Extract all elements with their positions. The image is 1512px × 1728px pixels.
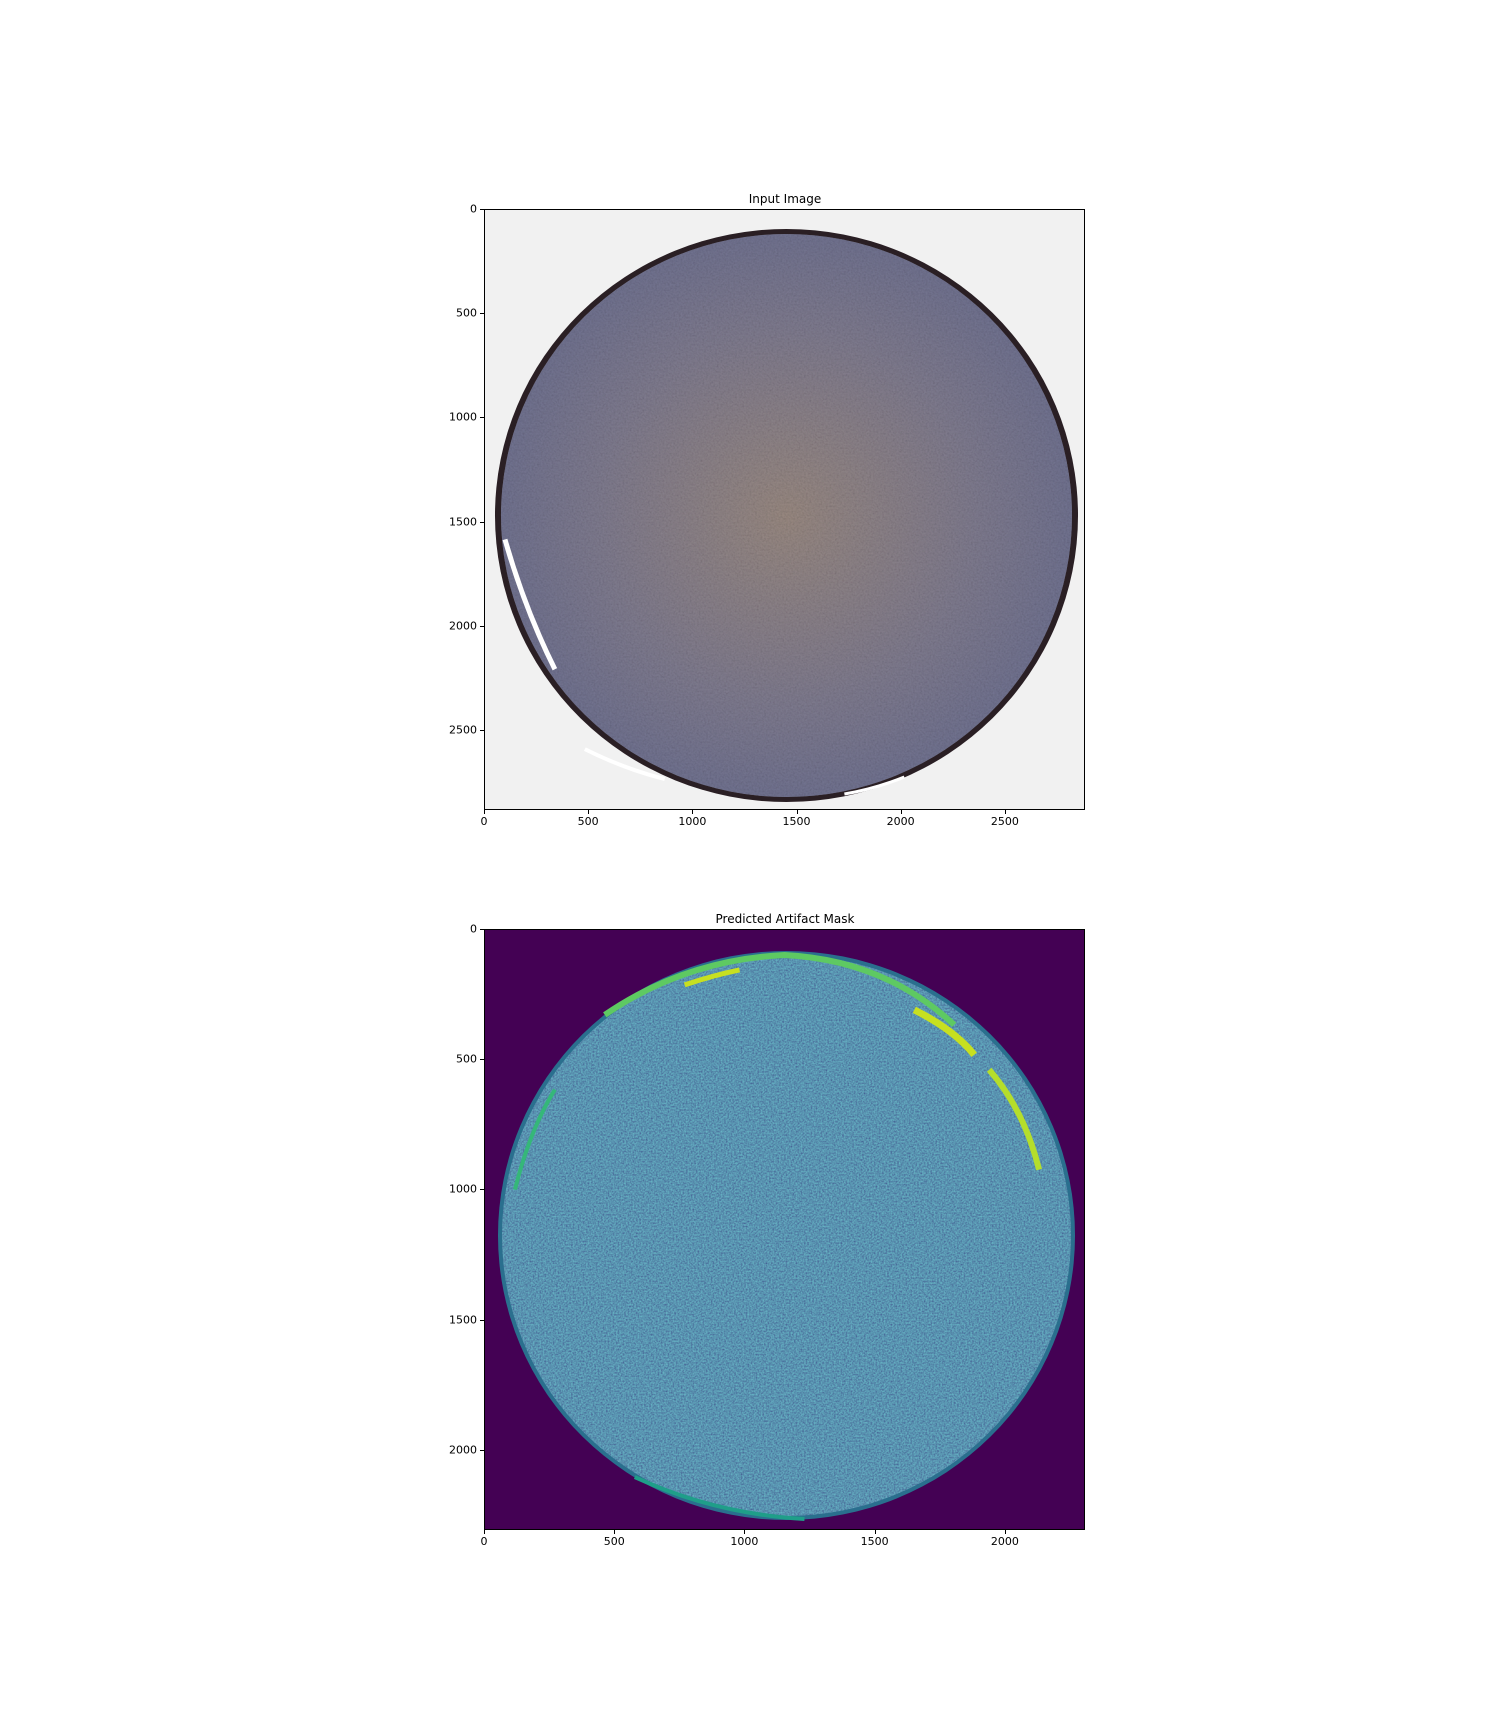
y-tick-mark: [480, 1449, 484, 1451]
y-tick-mark: [480, 1059, 484, 1061]
y-tick-mark: [480, 625, 484, 627]
x-tick-mark: [744, 1530, 746, 1534]
x-tick-label: 1000: [678, 815, 707, 828]
x-tick-label: 2500: [990, 815, 1019, 828]
tissue-crack: [502, 538, 558, 671]
tissue-crack: [844, 775, 905, 796]
y-tick-label: 0: [470, 922, 477, 936]
x-tick-mark: [484, 1530, 485, 1534]
input-image-axes: [484, 209, 1085, 810]
x-tick-label: 1000: [730, 1535, 759, 1548]
y-tick-label: 2000: [449, 619, 477, 633]
y-tick-label: 0: [470, 202, 477, 216]
y-tick-label: 1500: [449, 515, 477, 528]
x-tick-mark: [874, 1530, 876, 1534]
y-tick-mark: [480, 313, 484, 315]
y-tick-label: 1500: [449, 1313, 477, 1327]
x-tick-label: 1500: [860, 1535, 889, 1548]
x-tick-mark: [1004, 1530, 1006, 1534]
mask-artifact-highlight: [683, 967, 741, 988]
x-tick-label: 500: [577, 815, 599, 828]
x-tick-mark: [1004, 810, 1006, 814]
mask-artifact-highlight: [912, 1006, 977, 1058]
y-tick-mark: [480, 417, 484, 419]
panel-title: Input Image: [748, 192, 822, 206]
mask-artifact-rim: [633, 1475, 805, 1522]
x-tick-mark: [796, 810, 798, 814]
y-tick-label: 500: [456, 306, 477, 320]
y-tick-mark: [480, 729, 484, 731]
panel-title: Predicted Artifact Mask: [715, 912, 855, 926]
mask-tissue-core: [501, 954, 1072, 1517]
y-tick-label: 500: [456, 1052, 477, 1066]
tissue-crack: [583, 747, 666, 781]
input-image-plot: [485, 210, 1084, 809]
y-tick-label: 2000: [449, 1443, 477, 1457]
x-tick-mark: [614, 1530, 616, 1534]
y-tick-mark: [480, 1319, 484, 1321]
x-tick-mark: [588, 810, 590, 814]
x-tick-mark: [692, 810, 694, 814]
x-tick-label: 1500: [782, 815, 811, 828]
x-tick-label: 500: [603, 1535, 625, 1548]
x-tick-mark: [484, 810, 485, 814]
y-tick-label: 2500: [449, 723, 477, 737]
y-tick-label: 1000: [449, 410, 477, 424]
artifact-mask-axes: [484, 929, 1085, 1530]
x-tick-label: 2000: [886, 815, 915, 828]
artifact-mask-plot: [485, 930, 1084, 1529]
mask-artifact-highlight: [986, 1067, 1042, 1171]
mask-artifact-rim: [513, 1088, 557, 1191]
x-tick-label: 2000: [990, 1535, 1019, 1548]
y-tick-mark: [480, 1189, 484, 1191]
tissue-core: [500, 233, 1073, 798]
y-tick-mark: [480, 521, 484, 523]
y-tick-label: 1000: [449, 1182, 477, 1196]
x-tick-label: 0: [480, 1535, 488, 1548]
x-tick-label: 0: [480, 815, 488, 828]
y-tick-mark: [480, 929, 484, 930]
y-tick-mark: [480, 209, 484, 210]
mask-artifact-rim: [603, 951, 957, 1028]
x-tick-mark: [900, 810, 902, 814]
